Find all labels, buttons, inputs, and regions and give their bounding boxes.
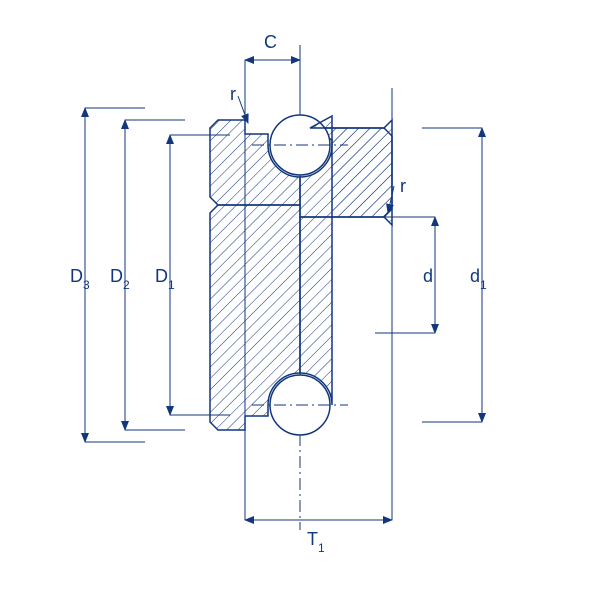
radius-label: r (400, 176, 406, 196)
radius-label: r (230, 84, 236, 104)
dimension-label: T1 (307, 529, 325, 555)
dimension-label: D1 (155, 266, 175, 292)
dimension-label: d1 (470, 266, 487, 292)
dimension-label: D3 (70, 266, 90, 292)
dimension-label: D2 (110, 266, 130, 292)
dimension-label: C (264, 32, 277, 52)
dimension-label: d (423, 266, 433, 286)
